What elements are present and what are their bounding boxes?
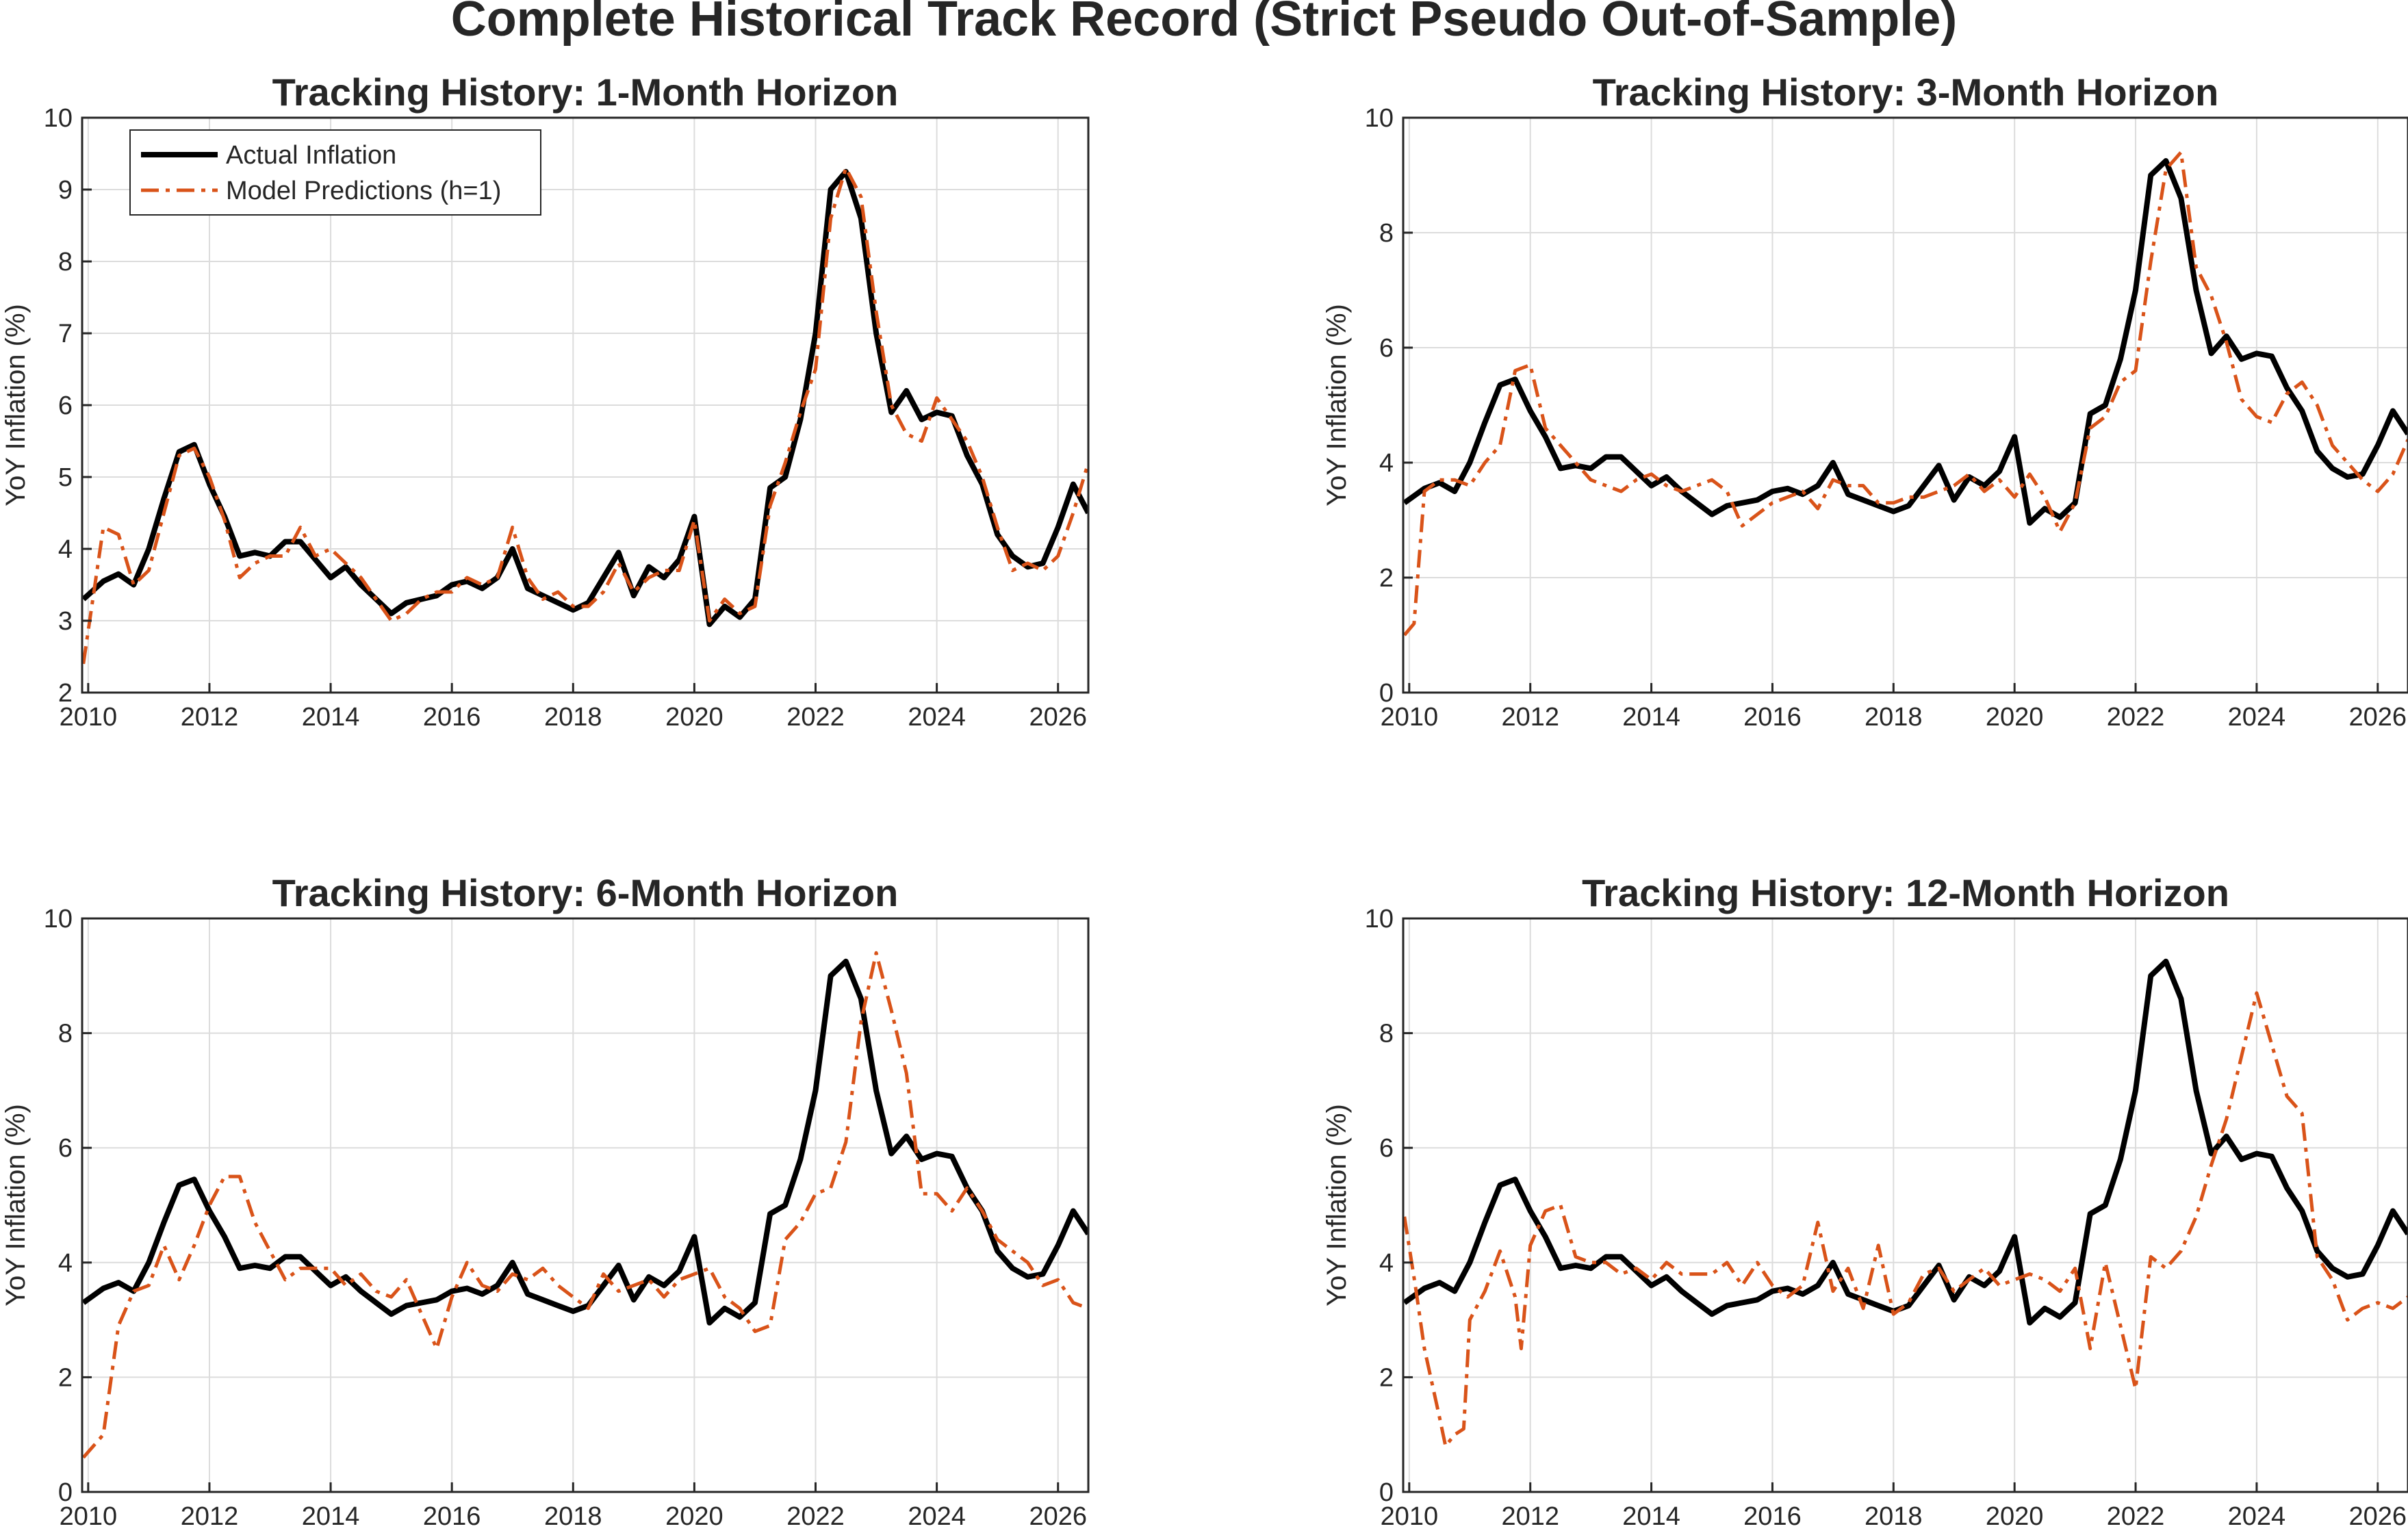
y-tick-label: 2 [58,1363,73,1392]
x-tick-label: 2026 [2349,703,2407,732]
y-tick-label: 0 [1379,1478,1394,1507]
y-tick-label: 8 [58,248,73,276]
legend: Actual Inflation Model Predictions (h=1) [129,129,541,216]
x-tick-label: 2014 [302,703,360,732]
y-tick-label: 8 [1379,1020,1394,1048]
y-tick-label: 2 [1379,1363,1394,1392]
x-tick-label: 2020 [1986,1502,2044,1531]
y-tick-label: 10 [1365,905,1394,933]
x-tick-label: 2018 [1865,703,1923,732]
legend-entry-label: Actual Inflation [226,141,396,170]
x-tick-label: 2026 [2349,1502,2407,1531]
y-tick-label: 6 [1379,334,1394,363]
y-tick-label: 6 [58,391,73,420]
x-tick-label: 2016 [423,703,481,732]
chart-panel-3: 2010 2012 2014 2016 2018 2020 2022 2024 2026 0 2 4 6… [1,871,1090,1531]
x-tick-label: 2016 [1743,1502,1802,1531]
x-tick-label: 2022 [2107,1502,2165,1531]
x-tick-label: 2024 [908,703,966,732]
axes-box [1402,116,2408,694]
x-tick-label: 2018 [544,703,602,732]
actual-series-line [1403,958,2408,1326]
y-axis-label: YoY Inflation (%) [1,1104,31,1306]
y-tick-label: 5 [58,463,73,492]
actual-series-line [1403,158,2408,526]
y-axis-label: YoY Inflation (%) [1322,1104,1352,1306]
x-tick-label: 2014 [302,1502,360,1531]
x-tick-label: 2010 [1381,1502,1439,1531]
chart-title: Tracking History: 12-Month Horizon [1582,871,2229,914]
x-tick-label: 2016 [423,1502,481,1531]
x-tick-label: 2012 [1501,1502,1559,1531]
x-tick-label: 2010 [60,703,118,732]
x-tick-label: 2014 [1622,1502,1680,1531]
y-tick-label: 6 [1379,1134,1394,1163]
y-tick-label: 6 [58,1134,73,1163]
x-tick-label: 2012 [181,1502,239,1531]
x-tick-label: 2024 [2228,703,2286,732]
predicted-series-line [1403,991,2408,1448]
y-tick-label: 7 [58,320,73,348]
panels: 2010 2012 2014 2016 2018 2020 2022 2024 20262345… [1,70,2408,1531]
predicted-series-line [82,951,1088,1459]
x-tick-label: 2012 [181,703,239,732]
x-tick-label: 2022 [786,703,845,732]
x-tick-label: 2010 [1381,703,1439,732]
y-axis-label: YoY Inflation (%) [1322,304,1352,506]
y-tick-label: 4 [1379,449,1394,478]
x-tick-label: 2024 [2228,1502,2286,1531]
x-tick-label: 2022 [786,1502,845,1531]
chart-title: Tracking History: 3-Month Horizon [1593,70,2219,114]
chart-panel-4: 2010 2012 2014 2016 2018 2020 2022 2024 2026 0 2 4 6… [1322,871,2408,1531]
x-tick-label: 2020 [665,1502,723,1531]
chart-panel-2: 2010 2012 2014 2016 2018 2020 2022 2024 2026 0 2 4 6… [1322,70,2408,732]
predicted-series-line [1403,150,2408,636]
y-tick-label: 3 [58,607,73,636]
y-tick-label: 0 [1379,679,1394,708]
y-tick-label: 0 [58,1478,73,1507]
x-tick-label: 2020 [665,703,723,732]
y-axis-label: YoY Inflation (%) [1,304,31,506]
x-tick-label: 2026 [1029,703,1087,732]
actual-series-line [82,168,1088,628]
y-tick-label: 2 [1379,564,1394,593]
y-tick-label: 10 [44,104,73,133]
x-tick-label: 2024 [908,1502,966,1531]
x-tick-label: 2016 [1743,703,1802,732]
y-tick-label: 10 [44,905,73,933]
y-tick-label: 4 [58,535,73,564]
predicted-series-line [82,166,1088,665]
x-tick-label: 2022 [2107,703,2165,732]
x-tick-label: 2018 [544,1502,602,1531]
y-tick-label: 4 [1379,1249,1394,1278]
chart-title: Tracking History: 1-Month Horizon [272,70,899,114]
axes-box [81,917,1090,1493]
x-tick-label: 2010 [60,1502,118,1531]
legend-box [129,129,541,216]
x-tick-label: 2018 [1865,1502,1923,1531]
chart-title: Tracking History: 6-Month Horizon [272,871,899,914]
y-tick-label: 9 [58,176,73,205]
axes-box [1402,917,2408,1493]
y-tick-label: 8 [58,1020,73,1048]
x-tick-label: 2014 [1622,703,1680,732]
legend-entry-label: Model Predictions (h=1) [226,177,501,205]
y-tick-label: 2 [58,679,73,708]
y-tick-label: 4 [58,1249,73,1278]
chart-panel-1: 2010 2012 2014 2016 2018 2020 2022 2024 2026 2 3 4 5… [1,70,1090,732]
figure-title: Complete Historical Track Record (Strict… [451,0,1957,47]
y-tick-label: 8 [1379,219,1394,248]
x-tick-label: 2020 [1986,703,2044,732]
y-tick-label: 10 [1365,104,1394,133]
x-tick-label: 2026 [1029,1502,1087,1531]
x-tick-label: 2012 [1501,703,1559,732]
